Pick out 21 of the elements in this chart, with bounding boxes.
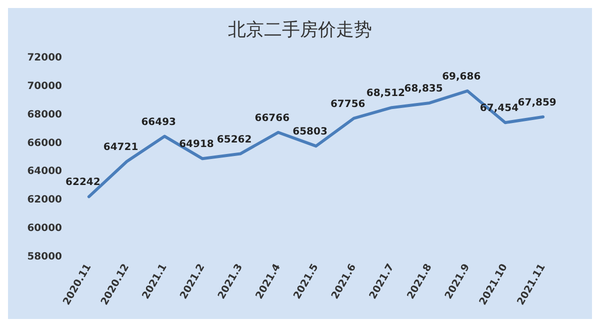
data-label: 64721 [103, 142, 138, 153]
data-label: 65803 [292, 126, 328, 138]
data-label: 68,512 [366, 88, 406, 100]
chart-title: 北京二手房价走势 [228, 20, 372, 40]
y-tick-label: 60000 [27, 223, 62, 234]
data-label: 65262 [216, 134, 252, 146]
data-label: 64918 [179, 139, 214, 150]
data-label: 69,686 [442, 71, 481, 82]
y-tick-label: 72000 [27, 52, 62, 64]
data-label: 66766 [254, 112, 290, 124]
y-tick-label: 62000 [27, 194, 62, 206]
data-label: 62242 [66, 177, 100, 188]
data-label: 67,859 [518, 97, 556, 108]
data-label: 67756 [330, 98, 366, 110]
data-label: 66493 [141, 116, 176, 128]
y-tick-label: 66000 [27, 138, 62, 149]
y-tick-label: 58000 [27, 252, 62, 262]
y-tick-label: 64000 [27, 166, 62, 178]
y-tick-label: 68000 [27, 109, 62, 120]
data-label: 68,835 [404, 83, 443, 94]
y-tick-label: 70000 [27, 80, 62, 92]
